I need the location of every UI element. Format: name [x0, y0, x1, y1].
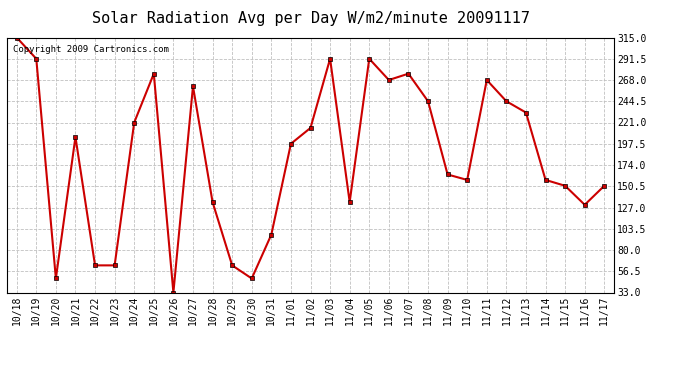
Text: Copyright 2009 Cartronics.com: Copyright 2009 Cartronics.com	[13, 45, 169, 54]
Text: Solar Radiation Avg per Day W/m2/minute 20091117: Solar Radiation Avg per Day W/m2/minute …	[92, 11, 529, 26]
